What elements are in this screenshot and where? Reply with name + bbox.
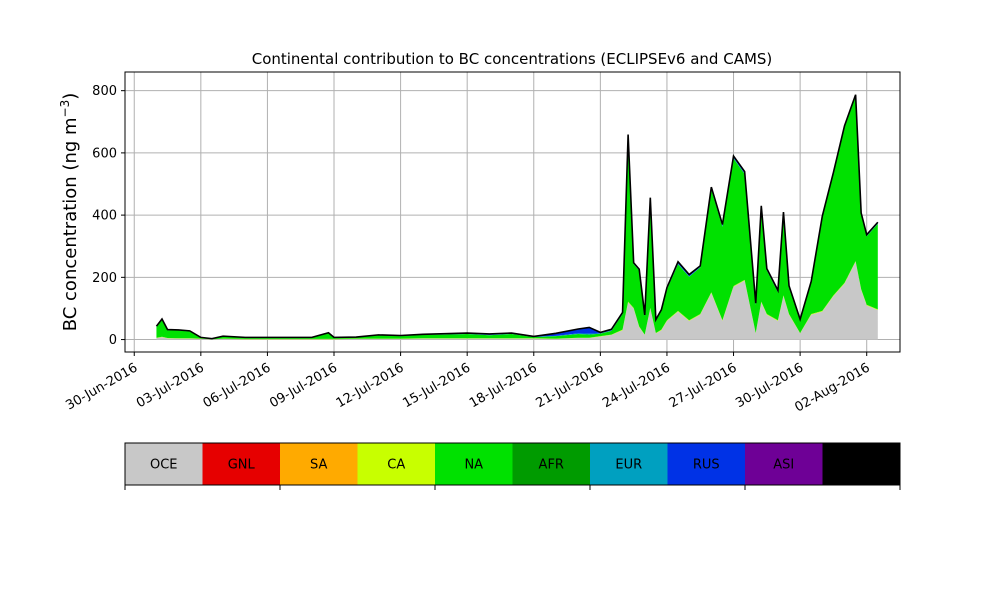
chart-title: Continental contribution to BC concentra… xyxy=(252,50,773,68)
legend-label-aus: AUS xyxy=(848,458,875,473)
legend-label-asi: ASI xyxy=(773,458,794,473)
legend-label-gnl: GNL xyxy=(228,458,256,473)
y-axis-label-text: BC concentration (ng m xyxy=(60,117,81,331)
y-axis-label: BC concentration (ng m−3) xyxy=(58,93,81,332)
y-tick-label: 0 xyxy=(109,333,117,348)
plot-frame xyxy=(124,71,901,353)
legend-swatch-eur xyxy=(590,443,668,485)
legend-label-afr: AFR xyxy=(539,458,564,473)
y-axis-label-close: ) xyxy=(60,93,81,100)
y-tick-label: 200 xyxy=(92,271,117,286)
area-series-oce xyxy=(156,261,878,340)
legend-label-na: NA xyxy=(464,458,483,473)
legend-frame xyxy=(124,442,901,486)
legend-swatch-aus xyxy=(822,443,900,485)
legend-swatch-ca xyxy=(357,443,435,485)
legend-label-oce: OCE xyxy=(150,458,178,473)
legend-label-rus: RUS xyxy=(693,458,720,473)
y-tick-label: 800 xyxy=(92,84,117,99)
legend-swatch-oce xyxy=(125,443,203,485)
legend-swatch-na xyxy=(435,443,513,485)
legend-label-ca: CA xyxy=(387,458,405,473)
legend-swatch-rus xyxy=(667,443,745,485)
legend-label-eur: EUR xyxy=(615,458,642,473)
legend-swatch-sa xyxy=(280,443,358,485)
y-tick-label: 400 xyxy=(92,209,117,224)
y-axis-label-superscript: −3 xyxy=(58,100,72,118)
area-series-na xyxy=(156,96,878,340)
legend-swatch-asi xyxy=(745,443,823,485)
legend-colorbar: OCE GNL SA CA NA AFR EUR RUS ASI AUS xyxy=(124,442,901,490)
y-tick-label: 600 xyxy=(92,146,117,161)
legend-swatch-afr xyxy=(512,443,590,485)
legend-label-sa: SA xyxy=(310,458,327,473)
legend-swatch-gnl xyxy=(202,443,280,485)
total-line xyxy=(155,94,879,340)
area-layer xyxy=(155,94,879,340)
